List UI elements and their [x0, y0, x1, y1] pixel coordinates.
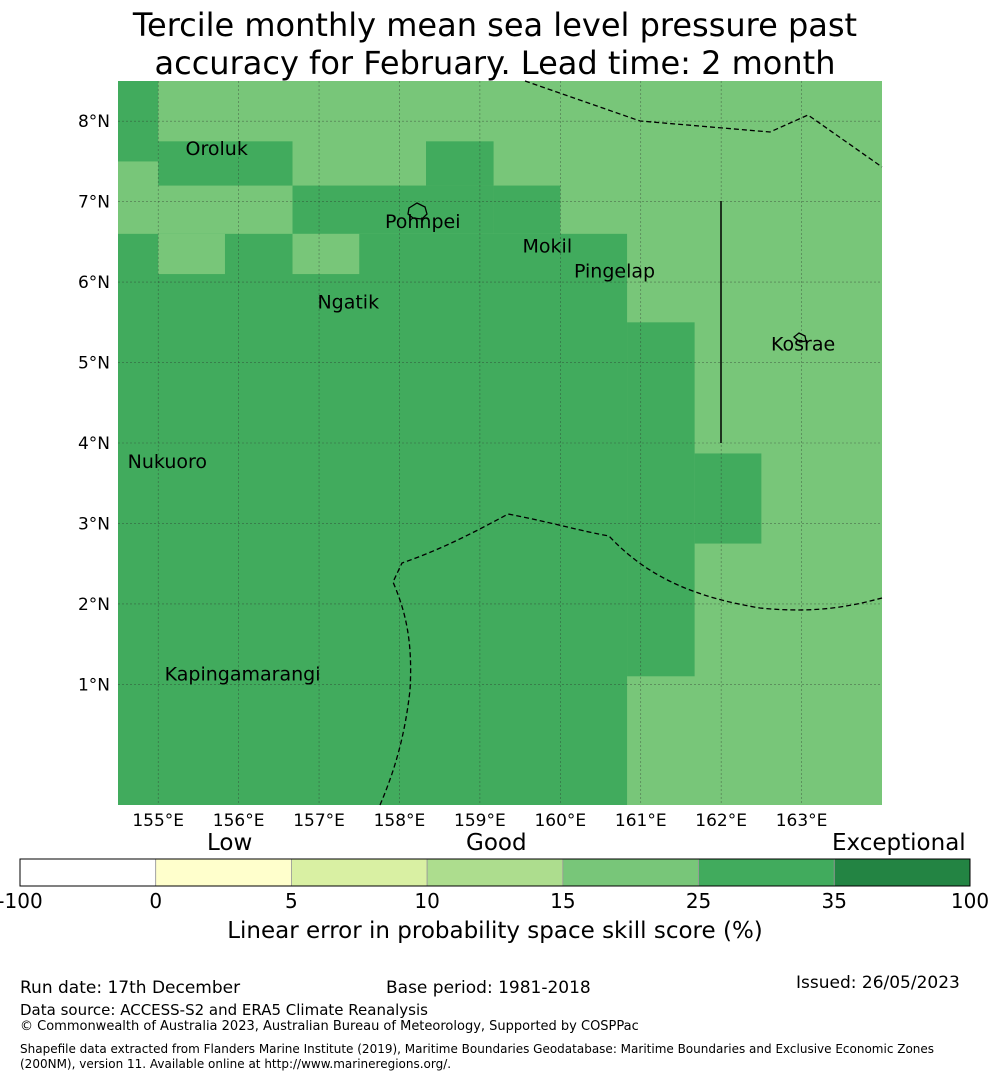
- skill-region-15-25-0: [158, 233, 225, 275]
- skill-region-25-35-3: [426, 141, 494, 186]
- category-low: Low: [207, 830, 253, 856]
- base-period: Base period: 1981-2018: [386, 978, 591, 998]
- colorbar-tick-label: 35: [821, 889, 848, 913]
- lat-tick-label: 5°N: [78, 354, 110, 374]
- place-label-ngatik: Ngatik: [317, 292, 379, 314]
- lon-tick-label: 160°E: [534, 811, 586, 831]
- place-label-oroluk: Oroluk: [186, 138, 248, 160]
- colorbar-segment-0: [19, 858, 157, 887]
- chart-title: Tercile monthly mean sea level pressure …: [0, 6, 990, 82]
- lon-tick-label: 162°E: [695, 811, 747, 831]
- issued-date: Issued: 26/05/2023: [796, 973, 960, 993]
- skill-region-25-35-7: [694, 453, 762, 544]
- run-date: Run date: 17th December: [20, 978, 241, 998]
- category-good: Good: [466, 830, 527, 856]
- skill-map: 155°E 156°E 157°E 158°E 159°E 160°E 161°E 162°E…: [78, 80, 883, 831]
- lat-tick-label: 2°N: [78, 595, 110, 615]
- pohnpei-island-shape: [407, 202, 428, 220]
- place-label-kapingamarangi: Kapingamarangi: [165, 663, 321, 685]
- lat-tick-label: 4°N: [78, 434, 110, 454]
- colorbar-tick-label: 5: [285, 889, 298, 913]
- colorbar-segment-4: [562, 858, 699, 887]
- place-label-mokil: Mokil: [523, 235, 573, 257]
- colorbar-label: Linear error in probability space skill …: [227, 918, 763, 944]
- lon-tick-label: 163°E: [776, 811, 828, 831]
- lon-tick-label: 158°E: [374, 811, 426, 831]
- skill-region-15-25-1: [292, 233, 360, 275]
- copyright-notice: © Commonwealth of Australia 2023, Austra…: [20, 1019, 639, 1034]
- skill-region-25-35-4: [493, 185, 561, 234]
- colorbar-segment-1: [155, 858, 292, 887]
- skill-region-25-35-1: [158, 141, 293, 186]
- lat-tick-label: 6°N: [78, 273, 110, 293]
- lon-tick-label: 155°E: [132, 811, 184, 831]
- shapefile-credit: Shapefile data extracted from Flanders M…: [20, 1042, 935, 1071]
- colorbar: [19, 858, 971, 887]
- colorbar-tick-label: 0: [149, 889, 163, 913]
- place-label-kosrae: Kosrae: [771, 333, 835, 355]
- eez-boundary-south: [379, 513, 883, 806]
- colorbar-segment-3: [426, 858, 564, 887]
- lat-tick-label: 7°N: [78, 193, 110, 213]
- colorbar-segment-5: [698, 858, 835, 887]
- colorbar-tick-label: 100: [950, 889, 990, 913]
- colorbar-tick-label: 15: [550, 889, 576, 913]
- title-line-1: Tercile monthly mean sea level pressure …: [132, 6, 858, 44]
- title-line-2: accuracy for February. Lead time: 2 mont…: [154, 44, 836, 82]
- colorbar-tick-label: -100: [0, 889, 43, 913]
- data-source: Data source: ACCESS-S2 and ERA5 Climate …: [20, 1001, 428, 1019]
- colorbar-segment-6: [833, 858, 971, 887]
- colorbar-tick-label: 10: [414, 889, 440, 913]
- category-exceptional: Exceptional: [832, 830, 966, 856]
- lon-tick-label: 159°E: [454, 811, 506, 831]
- colorbar-tick-label: 25: [685, 889, 712, 913]
- lon-tick-label: 157°E: [293, 811, 345, 831]
- lon-tick-label: 156°E: [213, 811, 265, 831]
- place-label-pingelap: Pingelap: [574, 260, 655, 282]
- kosrae-island-shape: [792, 332, 807, 343]
- skill-region-25-35-2: [292, 185, 494, 234]
- skill-region-25-35-6: [627, 322, 695, 677]
- lat-tick-label: 8°N: [78, 112, 110, 132]
- skill-region-25-35-5: [118, 233, 628, 805]
- place-label-nukuoro: Nukuoro: [128, 451, 207, 473]
- lat-tick-label: 1°N: [78, 675, 110, 695]
- colorbar-frame: [19, 858, 971, 887]
- lat-tick-label: 3°N: [78, 514, 110, 534]
- place-label-pohnpei: Pohnpei: [385, 211, 461, 233]
- colorbar-segment-2: [291, 858, 428, 887]
- lon-tick-label: 161°E: [615, 811, 667, 831]
- eez-boundary-north: [524, 80, 883, 168]
